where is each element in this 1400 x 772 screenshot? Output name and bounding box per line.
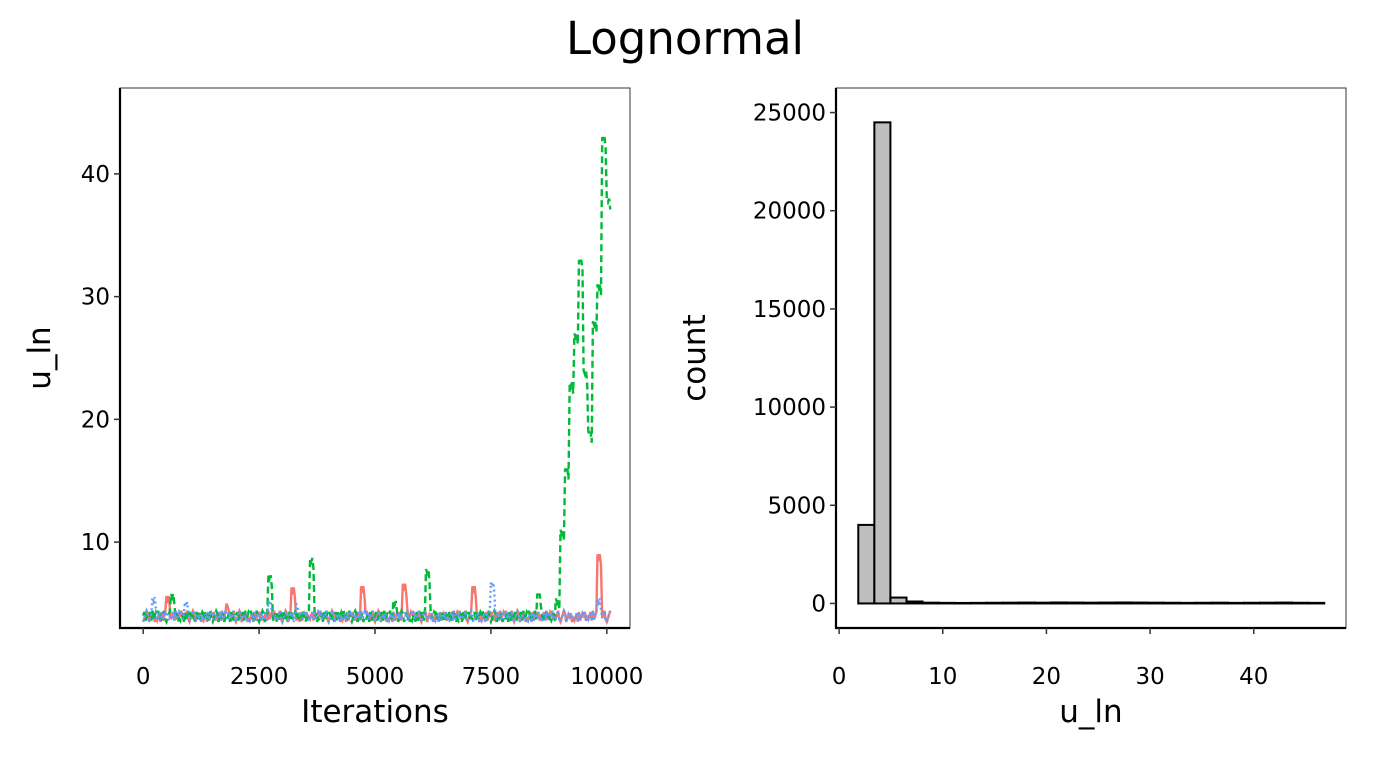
histogram-bar (937, 601, 956, 605)
hist-x-tick-label: 10 (928, 664, 957, 690)
trace-line-chain-1 (142, 554, 612, 626)
hist-y-tick-label: 0 (811, 591, 826, 617)
trace-x-tick-label: 2500 (230, 664, 289, 690)
histogram-bar (1307, 601, 1326, 605)
histogram-bar (1258, 601, 1278, 605)
trace-x-tick-label: 10000 (570, 664, 643, 690)
histogram-bar (889, 596, 908, 605)
hist-y-tick-label: 15000 (753, 297, 826, 323)
trace-x-tick-label: 7500 (462, 664, 521, 690)
histogram-bar (857, 523, 876, 605)
chart-title: Lognormal (566, 12, 804, 65)
histogram-bar (873, 121, 892, 605)
histogram-bar (1194, 601, 1213, 605)
trace-panel-border (119, 87, 631, 629)
histogram-bar (1130, 601, 1149, 605)
hist-panel-border (835, 87, 1347, 629)
hist-x-tick-label: 0 (832, 664, 847, 690)
trace-x-tick-label: 5000 (346, 664, 405, 690)
histogram-bar (1034, 601, 1053, 605)
hist-x-tick-label: 30 (1135, 664, 1164, 690)
histogram-bar (1098, 601, 1117, 605)
histogram-bar (1146, 601, 1165, 605)
hist-x-axis-title: u_ln (1059, 694, 1122, 730)
histogram-bar (969, 601, 988, 605)
histogram-bar (1242, 601, 1261, 605)
trace-line-chain-2 (142, 136, 612, 626)
histogram-bar (1114, 601, 1133, 605)
histogram-bar (1226, 601, 1245, 605)
trace-plot: 0 2500 5000 7500 10000 10 20 30 40 Iterations u_… (22, 87, 643, 730)
histogram-bar (1050, 601, 1069, 605)
histogram-bar (1210, 601, 1229, 605)
hist-y-axis-title: count (677, 314, 713, 401)
trace-y-tick-label: 40 (81, 162, 110, 188)
histogram-bar (1291, 601, 1310, 605)
histogram-bar (1162, 601, 1181, 605)
histogram-bar (921, 601, 940, 605)
trace-y-tick-label: 30 (81, 285, 110, 311)
histogram-bar (1066, 601, 1085, 605)
trace-y-tick-label: 10 (81, 530, 110, 556)
histogram-bar (1001, 601, 1020, 605)
histogram-bar (1178, 601, 1197, 605)
histogram-bar (985, 601, 1004, 605)
trace-y-axis-title: u_ln (22, 326, 58, 389)
trace-y-tick-label: 20 (81, 407, 110, 433)
trace-x-axis-title: Iterations (301, 694, 449, 730)
trace-x-tick-label: 0 (136, 664, 151, 690)
hist-y-tick-label: 5000 (767, 493, 826, 519)
histogram-bar (953, 601, 972, 605)
hist-y-tick-label: 10000 (753, 395, 826, 421)
histogram-bar (1275, 601, 1294, 605)
hist-x-tick-label: 40 (1239, 664, 1268, 690)
trace-line-chain-3 (142, 582, 612, 626)
hist-y-tick-label: 20000 (753, 199, 826, 225)
histogram-bar (905, 600, 924, 605)
histogram-bar (1017, 601, 1037, 605)
hist-y-tick-label: 25000 (753, 101, 826, 127)
hist-x-tick-label: 20 (1032, 664, 1061, 690)
histogram-bar (1082, 601, 1101, 605)
